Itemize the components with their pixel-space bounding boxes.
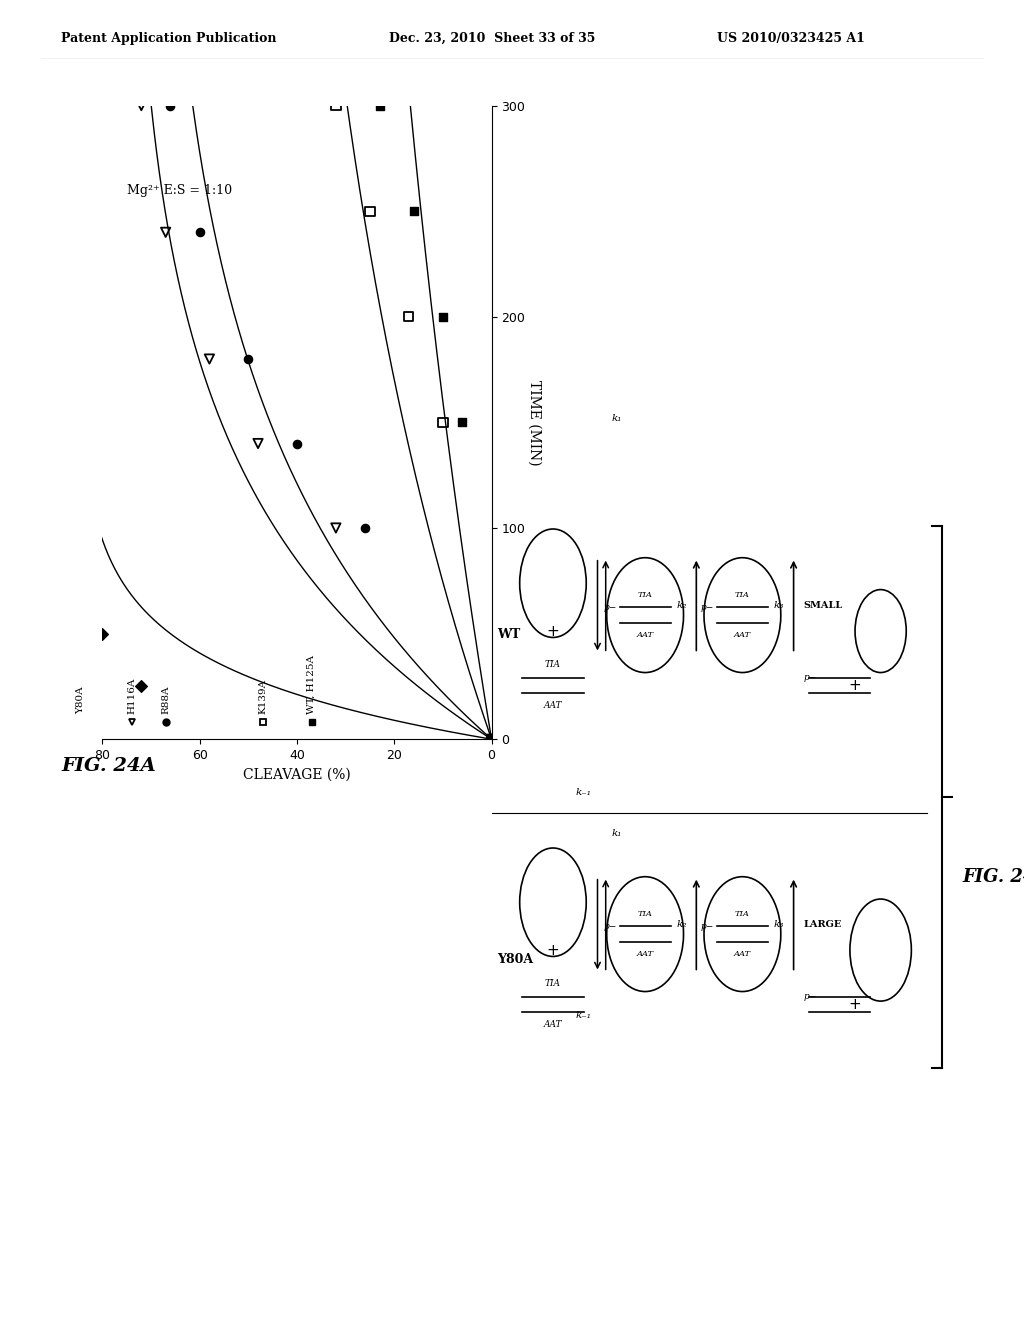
Text: TIA: TIA [638, 911, 652, 919]
Point [191, 222, 208, 243]
Text: AAT: AAT [734, 950, 751, 958]
Point [454, 412, 470, 433]
Point [201, 348, 217, 370]
Point [406, 201, 422, 222]
Text: AAT: AAT [734, 631, 751, 639]
Text: p−: p− [701, 603, 715, 612]
Point [372, 95, 388, 116]
Point [94, 623, 111, 644]
Text: TIA: TIA [735, 591, 750, 599]
Text: k₂: k₂ [677, 601, 687, 610]
Point [483, 729, 500, 750]
Text: k₃: k₃ [774, 601, 784, 610]
Text: Y80A: Y80A [497, 953, 532, 966]
Text: R88A: R88A [161, 685, 170, 714]
Text: AAT: AAT [544, 701, 562, 710]
Point [356, 517, 373, 539]
Point [240, 348, 256, 370]
Point [70, 306, 86, 327]
Text: p−: p− [604, 921, 616, 931]
Text: k₁: k₁ [612, 414, 623, 424]
Text: TIA: TIA [638, 591, 652, 599]
Point [162, 95, 178, 116]
Text: +: + [849, 677, 861, 693]
Point [70, 137, 86, 158]
Text: LARGE: LARGE [804, 920, 842, 929]
Text: k₁: k₁ [612, 829, 623, 838]
Text: K139A: K139A [258, 678, 267, 714]
Point [434, 306, 451, 327]
Text: TIA: TIA [545, 660, 561, 669]
Point [483, 729, 500, 750]
Point [483, 729, 500, 750]
Point [133, 676, 150, 697]
Text: AAT: AAT [637, 950, 653, 958]
Text: WT: WT [497, 628, 520, 640]
Point [75, 454, 91, 475]
Text: Mg²⁺ E:S = 1:10: Mg²⁺ E:S = 1:10 [127, 185, 231, 197]
Text: k₋₁: k₋₁ [575, 788, 592, 797]
Point [250, 433, 266, 454]
Point [80, 560, 96, 581]
Text: US 2010/0323425 A1: US 2010/0323425 A1 [717, 32, 864, 45]
Text: H116A: H116A [127, 677, 136, 714]
Point [328, 95, 344, 116]
X-axis label: CLEAVAGE (%): CLEAVAGE (%) [243, 767, 351, 781]
Text: SMALL: SMALL [804, 601, 843, 610]
Point [328, 517, 344, 539]
Text: FIG. 24A: FIG. 24A [61, 756, 157, 775]
Text: p−: p− [701, 921, 715, 931]
Text: WT, H125A: WT, H125A [307, 655, 316, 714]
Point [483, 729, 500, 750]
Text: k₃: k₃ [774, 920, 784, 929]
Text: +: + [547, 942, 559, 957]
Text: +: + [849, 997, 861, 1012]
Point [361, 201, 378, 222]
Text: p−: p− [604, 603, 616, 612]
Text: Patent Application Publication: Patent Application Publication [61, 32, 276, 45]
Text: Dec. 23, 2010  Sheet 33 of 35: Dec. 23, 2010 Sheet 33 of 35 [389, 32, 596, 45]
Text: FIG. 24B: FIG. 24B [963, 867, 1024, 886]
Text: AAT: AAT [637, 631, 653, 639]
Y-axis label: TIME (MIN): TIME (MIN) [527, 380, 542, 465]
Text: TIA: TIA [735, 911, 750, 919]
Text: Y80A: Y80A [76, 686, 85, 714]
Text: TIA: TIA [545, 979, 561, 989]
Text: k₋₁: k₋₁ [575, 1011, 592, 1020]
Text: AAT: AAT [544, 1020, 562, 1030]
Text: k₂: k₂ [677, 920, 687, 929]
Point [158, 222, 174, 243]
Point [289, 433, 305, 454]
Text: p−: p− [804, 993, 817, 1001]
Point [483, 729, 500, 750]
Point [434, 412, 451, 433]
Point [133, 95, 150, 116]
Point [400, 306, 417, 327]
Text: p−: p− [804, 673, 817, 682]
Text: +: + [547, 623, 559, 639]
